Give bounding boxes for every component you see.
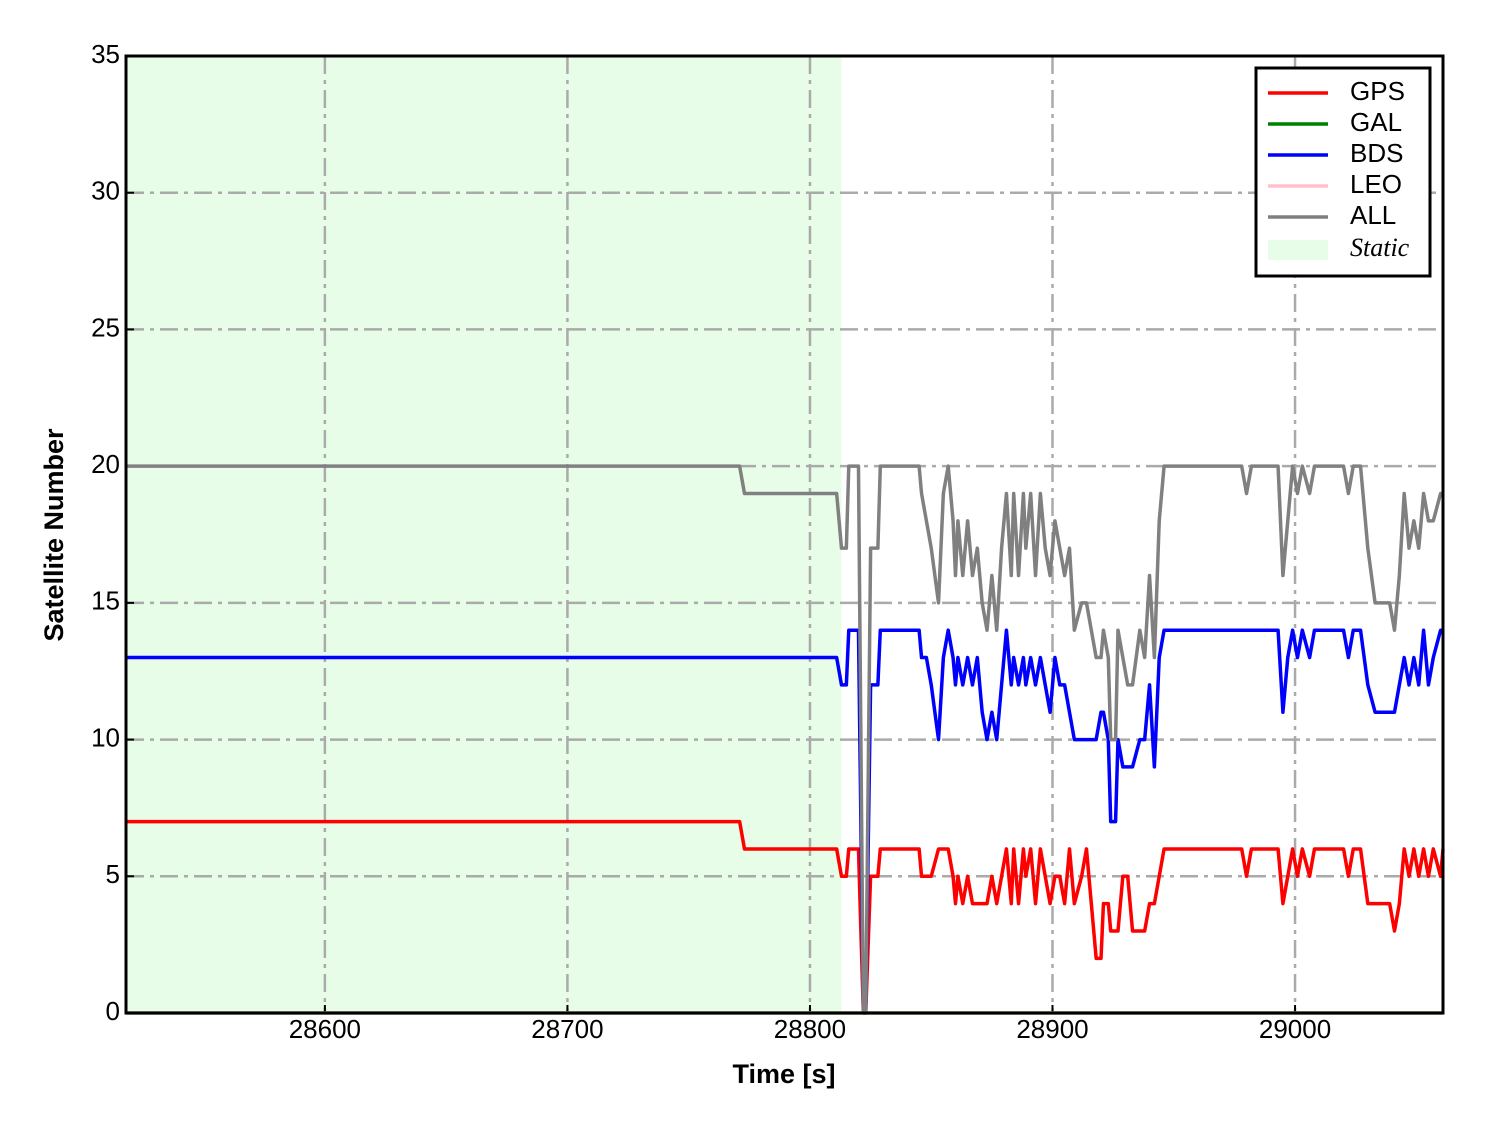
x-tick-label: 28700 <box>531 1014 603 1044</box>
series-line <box>126 628 1443 1015</box>
plot-frame <box>124 54 1445 1015</box>
legend-label: ALL <box>1350 200 1396 230</box>
x-tick-label: 28900 <box>1016 1014 1088 1044</box>
legend-label: LEO <box>1350 169 1402 199</box>
y-tick-label: 35 <box>91 39 120 69</box>
x-tick-label: 28800 <box>774 1014 846 1044</box>
legend-label: BDS <box>1350 138 1403 168</box>
y-tick-label: 10 <box>91 722 120 752</box>
x-axis-title: Time [s] <box>732 1059 835 1089</box>
y-tick-label: 30 <box>91 176 120 206</box>
legend-label: GPS <box>1350 76 1405 106</box>
legend-swatch <box>1268 240 1328 260</box>
y-axis-title: Satellite Number <box>39 428 69 642</box>
y-tick-label: 25 <box>91 312 120 342</box>
series-line <box>126 464 1443 1015</box>
x-tick-label: 29000 <box>1259 1014 1331 1044</box>
static-span <box>126 56 842 1013</box>
y-tick-label: 15 <box>91 586 120 616</box>
x-tick-label: 28600 <box>289 1014 361 1044</box>
legend-label: GAL <box>1350 107 1402 137</box>
y-tick-label: 5 <box>106 859 120 889</box>
y-tick-label: 20 <box>91 449 120 479</box>
series-line <box>126 819 1445 1015</box>
y-tick-label: 0 <box>106 996 120 1026</box>
legend-label: Static <box>1350 233 1410 262</box>
